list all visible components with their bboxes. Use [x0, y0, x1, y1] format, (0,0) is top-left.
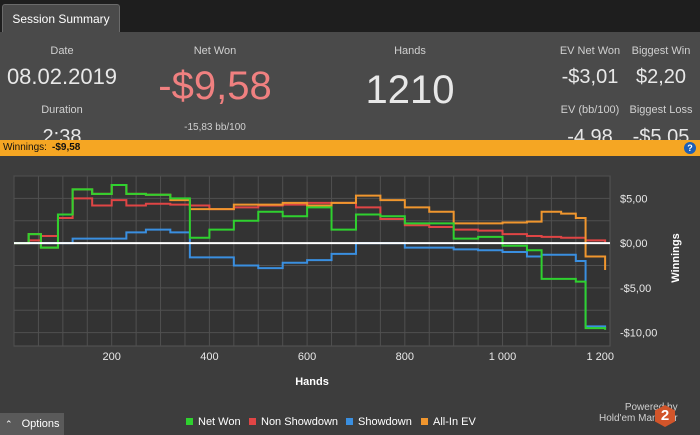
winnings-label: Winnings:: [3, 142, 47, 153]
netwon-bb100: -15,83 bb/100: [184, 122, 246, 133]
help-icon[interactable]: ?: [684, 142, 696, 154]
hm2-logo: 2: [655, 405, 675, 427]
legend-swatch-net-won: [186, 418, 193, 425]
branding: Powered by Hold'em Manager: [599, 402, 678, 424]
powered-by-text: Powered by: [624, 402, 678, 413]
ev-net-won-value: -$3,01: [561, 66, 619, 88]
x-tick-label: 200: [103, 351, 121, 363]
netwon-value: -$9,58: [158, 64, 272, 108]
tab-bar: Session Summary: [0, 0, 700, 32]
legend-swatch-showdown: [346, 418, 353, 425]
legend-label-showdown: Showdown: [358, 416, 412, 428]
series-line-net-won: [14, 183, 607, 330]
series-line-showdown: [14, 228, 607, 329]
legend-showdown: Showdown: [346, 416, 412, 428]
winnings-value: -$9,58: [52, 142, 81, 153]
netwon-label: Net Won: [193, 45, 237, 57]
biggest-win-value: $2,20: [635, 66, 687, 88]
date-label: Date: [50, 45, 74, 57]
chart-area: 200 400 600 800 1 000 1 200 $5,00 $0,00 -$5,00 -$…: [0, 156, 700, 435]
x-tick-label: 400: [200, 351, 218, 363]
x-axis-label: Hands: [295, 376, 329, 388]
ev-bb100-label: EV (bb/100): [560, 104, 620, 116]
y-tick-label: -$10,00: [620, 328, 657, 340]
ev-net-won-label: EV Net Won: [559, 45, 621, 57]
biggest-win-label: Biggest Win: [631, 45, 691, 57]
chevron-up-icon: ⌃: [5, 419, 13, 429]
y-tick-label: $5,00: [620, 193, 648, 205]
x-tick-label: 800: [396, 351, 414, 363]
options-label: Options: [21, 418, 60, 430]
legend-swatch-allin-ev: [421, 418, 428, 425]
y-tick-label: -$5,00: [620, 283, 651, 295]
legend-label-net-won: Net Won: [198, 416, 241, 428]
legend-label-non-showdown: Non Showdown: [261, 416, 339, 428]
x-tick-label: 1 000: [489, 351, 517, 363]
biggest-loss-label: Biggest Loss: [629, 104, 693, 116]
y-axis-label: Winnings: [670, 233, 682, 282]
hands-label: Hands: [394, 45, 426, 57]
summary-panel: Date 08.02.2019 Duration 2:38 Net Won -$…: [0, 32, 700, 148]
x-tick-label: 600: [298, 351, 316, 363]
winnings-chart: 200 400 600 800 1 000 1 200 $5,00 $0,00 -$5,00 -$…: [13, 175, 682, 388]
options-button[interactable]: ⌃ Options: [0, 413, 64, 435]
legend-net-won: Net Won: [186, 416, 241, 428]
winnings-bar: Winnings: -$9,58 ?: [0, 140, 700, 156]
product-name: Hold'em Manager: [599, 413, 678, 424]
legend-non-showdown: Non Showdown: [249, 416, 338, 428]
date-value: 08.02.2019: [6, 64, 118, 89]
tab-session-summary[interactable]: Session Summary: [2, 4, 120, 32]
legend-allin-ev: All-In EV: [421, 416, 476, 428]
legend-swatch-non-showdown: [249, 418, 256, 425]
x-tick-label: 1 200: [586, 351, 614, 363]
legend-label-allin-ev: All-In EV: [433, 416, 476, 428]
hands-value: 1210: [365, 68, 455, 112]
duration-label: Duration: [41, 104, 83, 116]
y-tick-label: $0,00: [620, 238, 648, 250]
